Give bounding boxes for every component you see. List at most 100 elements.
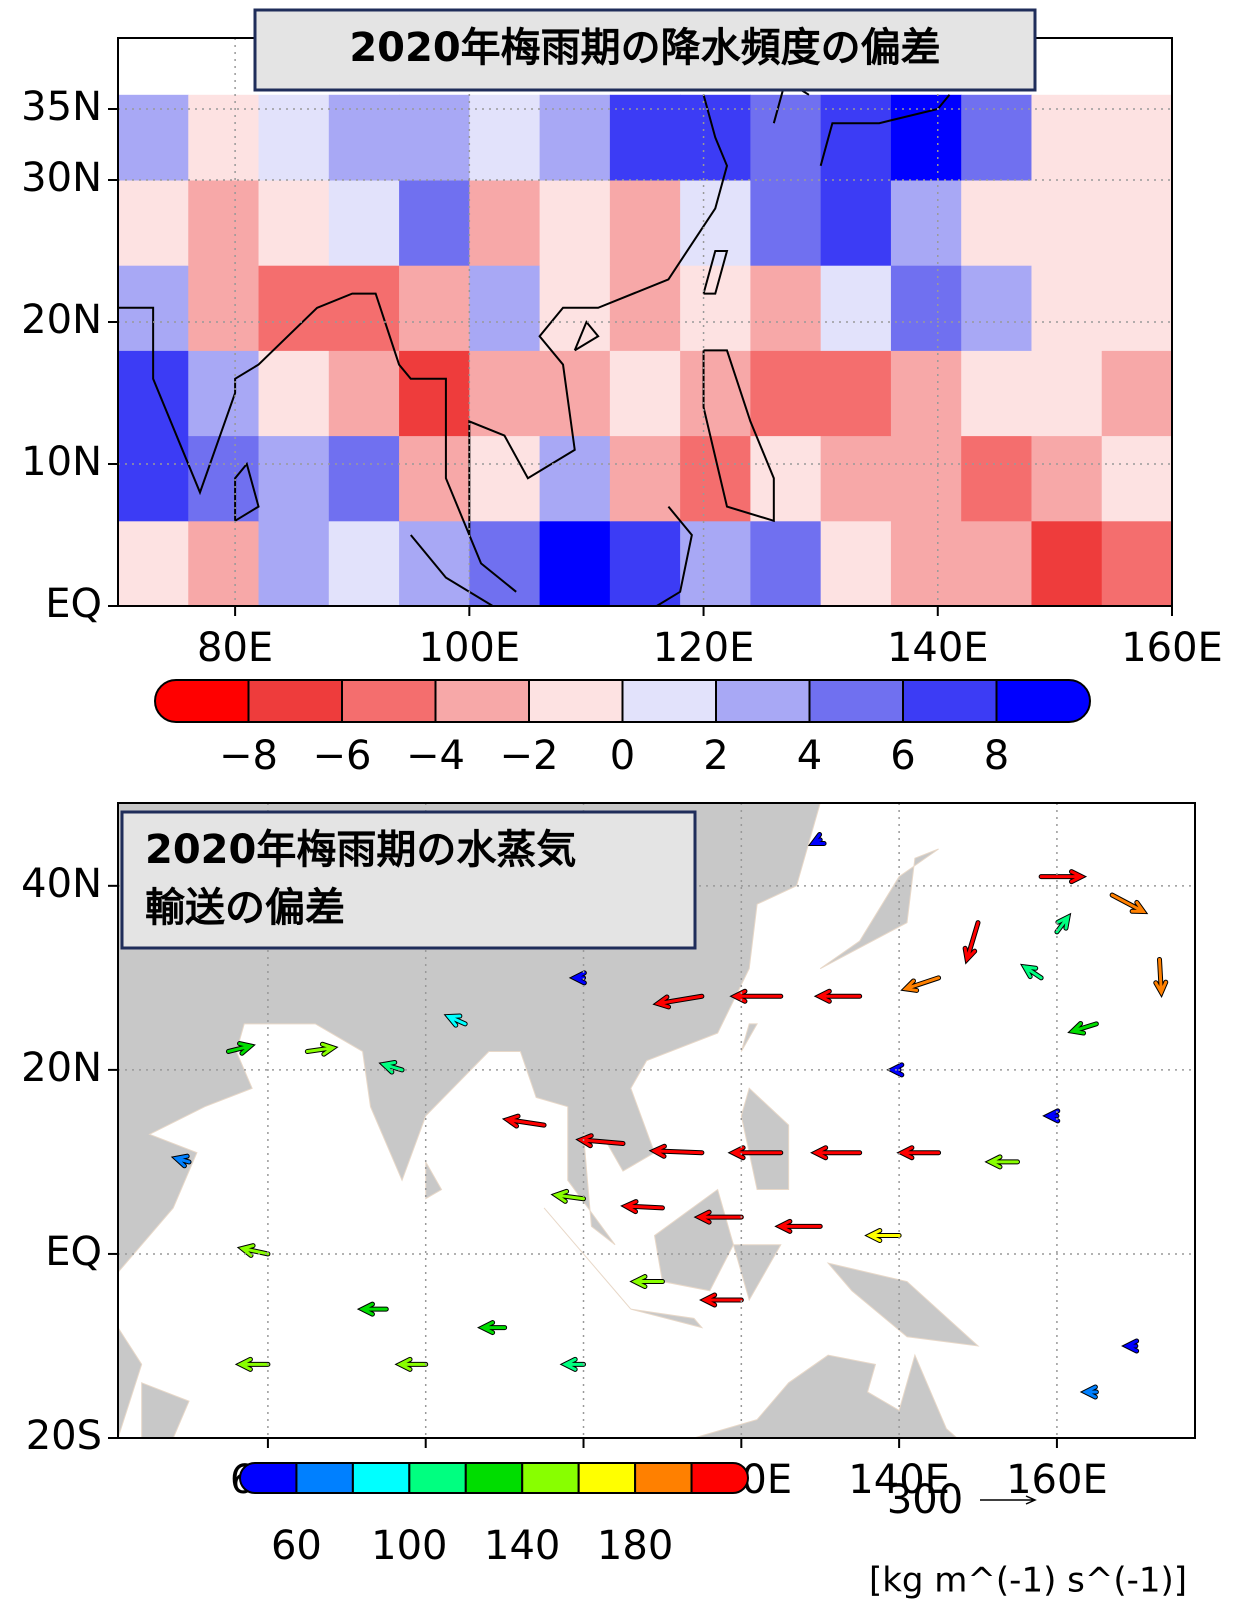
- heat-cell: [188, 95, 259, 181]
- heat-cell: [680, 436, 751, 522]
- colorbar-swatch: [522, 1463, 578, 1493]
- colorbar-label: 0: [610, 733, 635, 779]
- colorbar-swatch: [579, 1463, 635, 1493]
- heat-cell: [750, 350, 821, 436]
- heat-cell: [329, 180, 400, 266]
- heat-cell: [821, 521, 892, 607]
- colorbar-label: −8: [219, 733, 278, 779]
- heat-cell: [399, 95, 470, 181]
- colorbar-swatch: [635, 1463, 691, 1493]
- colorbar-label: 4: [797, 733, 822, 779]
- heat-cell: [1102, 521, 1173, 607]
- heat-cell: [399, 265, 470, 351]
- colorbar-swatch: [716, 680, 810, 722]
- heat-cell: [188, 265, 259, 351]
- colorbar-swatch: [436, 680, 530, 722]
- y-tick-label: 20N: [21, 297, 102, 343]
- y-tick-label: 20N: [21, 1045, 102, 1091]
- colorbar-swatch: [466, 1463, 522, 1493]
- heat-cell: [750, 521, 821, 607]
- y-tick-label: 30N: [21, 155, 102, 201]
- heat-cell: [118, 436, 189, 522]
- heat-cell: [1031, 521, 1102, 607]
- y-tick-label: 40N: [21, 861, 102, 907]
- plot-area: [118, 38, 1173, 620]
- heat-cell: [329, 265, 400, 351]
- heat-cell: [961, 436, 1032, 522]
- x-tick-label: 80E: [197, 625, 273, 671]
- y-tick-label: 10N: [21, 439, 102, 485]
- heat-cell: [469, 521, 540, 607]
- colorbar-label: 60: [271, 1523, 322, 1569]
- heat-cell: [680, 265, 751, 351]
- reference-unit: [kg m^(-1) s^(-1)]: [869, 1561, 1187, 1601]
- colorbar-label: 2: [703, 733, 728, 779]
- y-tick-label: EQ: [45, 581, 102, 627]
- heat-cell: [469, 436, 540, 522]
- heat-cell: [821, 436, 892, 522]
- x-tick-label: 100E: [419, 625, 521, 671]
- heat-cell: [610, 95, 681, 181]
- heat-cell: [469, 265, 540, 351]
- chart-title: 2020年梅雨期の降水頻度の偏差: [349, 25, 940, 71]
- x-tick-label: 120E: [653, 625, 755, 671]
- heat-cell: [259, 436, 330, 522]
- heat-cell: [891, 265, 962, 351]
- heat-cell: [540, 521, 611, 607]
- heat-cell: [821, 180, 892, 266]
- heat-cell: [1031, 265, 1102, 351]
- heat-cell: [961, 265, 1032, 351]
- colorbar-label: 180: [597, 1523, 673, 1569]
- heat-cell: [1031, 350, 1102, 436]
- x-tick-label: 140E: [887, 625, 989, 671]
- colorbar-swatch: [409, 1463, 465, 1493]
- heat-cell: [961, 521, 1032, 607]
- heat-cell: [1102, 95, 1173, 181]
- heat-cell: [1031, 180, 1102, 266]
- heat-cell: [1031, 436, 1102, 522]
- heat-cell: [540, 180, 611, 266]
- heat-cell: [750, 95, 821, 181]
- heat-cell: [329, 436, 400, 522]
- colorbar-swatch: [155, 680, 249, 722]
- colorbar-label: 8: [984, 733, 1009, 779]
- colorbar-swatch: [249, 680, 343, 722]
- y-tick-label: EQ: [45, 1229, 102, 1275]
- colorbar-label: −6: [313, 733, 372, 779]
- colorbar-label: −4: [406, 733, 465, 779]
- heat-cell: [891, 436, 962, 522]
- heat-cell: [610, 180, 681, 266]
- colorbar-swatch: [342, 680, 436, 722]
- heat-cell: [329, 350, 400, 436]
- heat-cell: [118, 180, 189, 266]
- heat-cell: [399, 180, 470, 266]
- heat-cell: [469, 350, 540, 436]
- heat-cell: [961, 95, 1032, 181]
- heat-cell: [259, 95, 330, 181]
- heat-cell: [329, 95, 400, 181]
- heat-cell: [1102, 180, 1173, 266]
- chart-title: 2020年梅雨期の水蒸気: [145, 827, 576, 873]
- colorbar-label: −2: [500, 733, 559, 779]
- heat-cell: [469, 95, 540, 181]
- heat-cell: [259, 521, 330, 607]
- heat-cell: [821, 350, 892, 436]
- colorbar-swatch: [623, 680, 717, 722]
- colorbar-swatch: [692, 1463, 748, 1493]
- heat-cell: [750, 180, 821, 266]
- colorbar-swatch: [810, 680, 904, 722]
- colorbar-label: 140: [484, 1523, 560, 1569]
- colorbar-swatch: [296, 1463, 352, 1493]
- colorbar-swatch: [997, 680, 1091, 722]
- heat-cell: [961, 180, 1032, 266]
- heat-cell: [821, 265, 892, 351]
- heat-cell: [469, 180, 540, 266]
- heat-cell: [1102, 265, 1173, 351]
- heat-cell: [118, 95, 189, 181]
- heat-cell: [188, 436, 259, 522]
- heat-cell: [961, 350, 1032, 436]
- heat-cell: [821, 95, 892, 181]
- y-tick-label: 35N: [21, 84, 102, 130]
- colorbar-swatch: [353, 1463, 409, 1493]
- heat-cell: [891, 350, 962, 436]
